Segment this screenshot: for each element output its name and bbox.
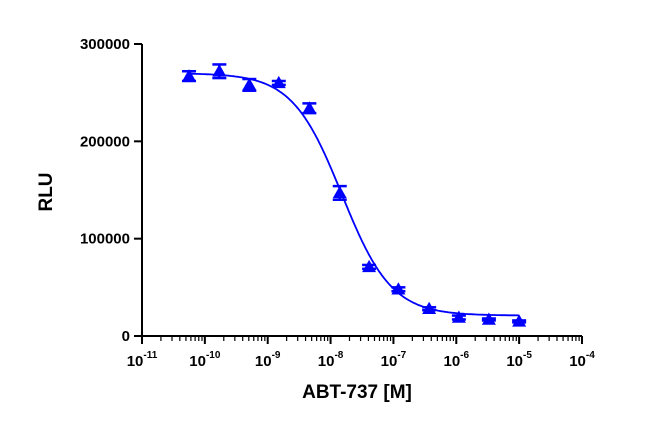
fit-curve xyxy=(189,72,520,317)
data-point xyxy=(212,64,227,77)
axes xyxy=(141,44,582,337)
data-point xyxy=(451,310,466,323)
y-tick-label: 0 xyxy=(122,328,130,345)
plot-area xyxy=(182,63,527,327)
y-tick-label: 300000 xyxy=(80,36,130,53)
x-tick-label: 10-5 xyxy=(506,350,532,370)
x-tick-label: 10-7 xyxy=(381,350,407,370)
x-axis-ticks: 10-11 10-10 10-9 10-8 10-7 10-6 10-5 10-4 xyxy=(127,336,595,370)
x-axis-title: ABT-737 [M] xyxy=(302,382,412,403)
data-point xyxy=(391,282,406,295)
data-point xyxy=(512,314,527,327)
x-tick-label: 10-6 xyxy=(443,350,469,370)
x-tick-label: 10-11 xyxy=(127,350,158,370)
data-point xyxy=(242,77,257,91)
y-tick-label: 200000 xyxy=(80,133,130,150)
y-tick-label: 100000 xyxy=(80,231,130,248)
y-axis-ticks: 0 100000 200000 300000 xyxy=(80,36,142,345)
data-point xyxy=(422,301,437,314)
data-point xyxy=(332,185,347,199)
data-point xyxy=(271,75,286,89)
x-tick-label: 10-8 xyxy=(318,350,344,370)
x-tick-label: 10-4 xyxy=(569,350,595,370)
data-point xyxy=(182,69,197,82)
x-tick-label: 10-10 xyxy=(189,350,221,370)
data-point xyxy=(362,259,377,273)
y-axis-title: RLU xyxy=(36,172,57,211)
data-point xyxy=(481,312,496,325)
data-point xyxy=(302,101,317,114)
x-tick-label: 10-9 xyxy=(255,350,281,370)
